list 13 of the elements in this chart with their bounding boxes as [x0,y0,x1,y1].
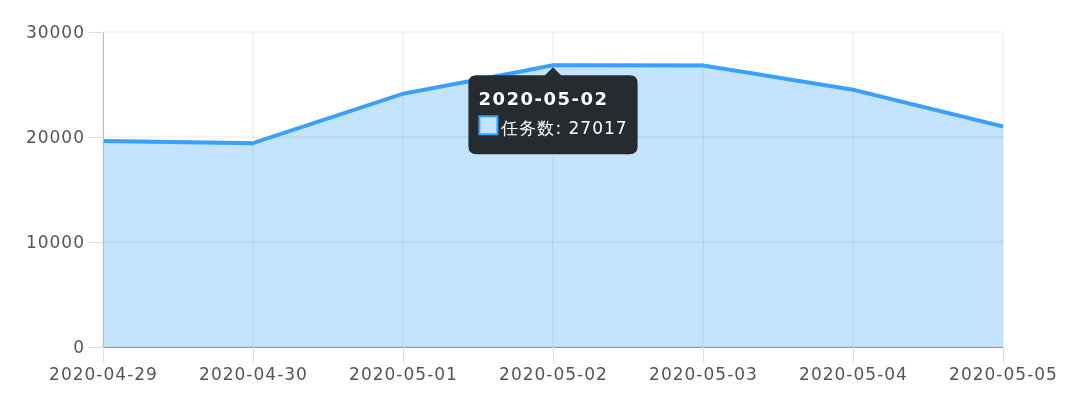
x-tick-label: 2020-05-04 [799,364,908,385]
y-tick-label: 20000 [25,126,85,147]
y-tick-label: 30000 [25,21,85,42]
x-tick-label: 2020-04-29 [49,364,158,385]
y-tick-label: 0 [73,336,85,357]
y-tick-label: 10000 [25,231,85,252]
x-tick-label: 2020-05-02 [499,364,608,385]
annotation: 任务数: 27017 [500,118,628,139]
x-tick-label: 2020-05-05 [949,364,1058,385]
x-tick-label: 2020-04-30 [199,364,308,385]
x-tick-label: 2020-05-01 [349,364,458,385]
x-tick-label: 2020-05-03 [649,364,758,385]
annotation: 2020-05-02 [478,88,609,110]
